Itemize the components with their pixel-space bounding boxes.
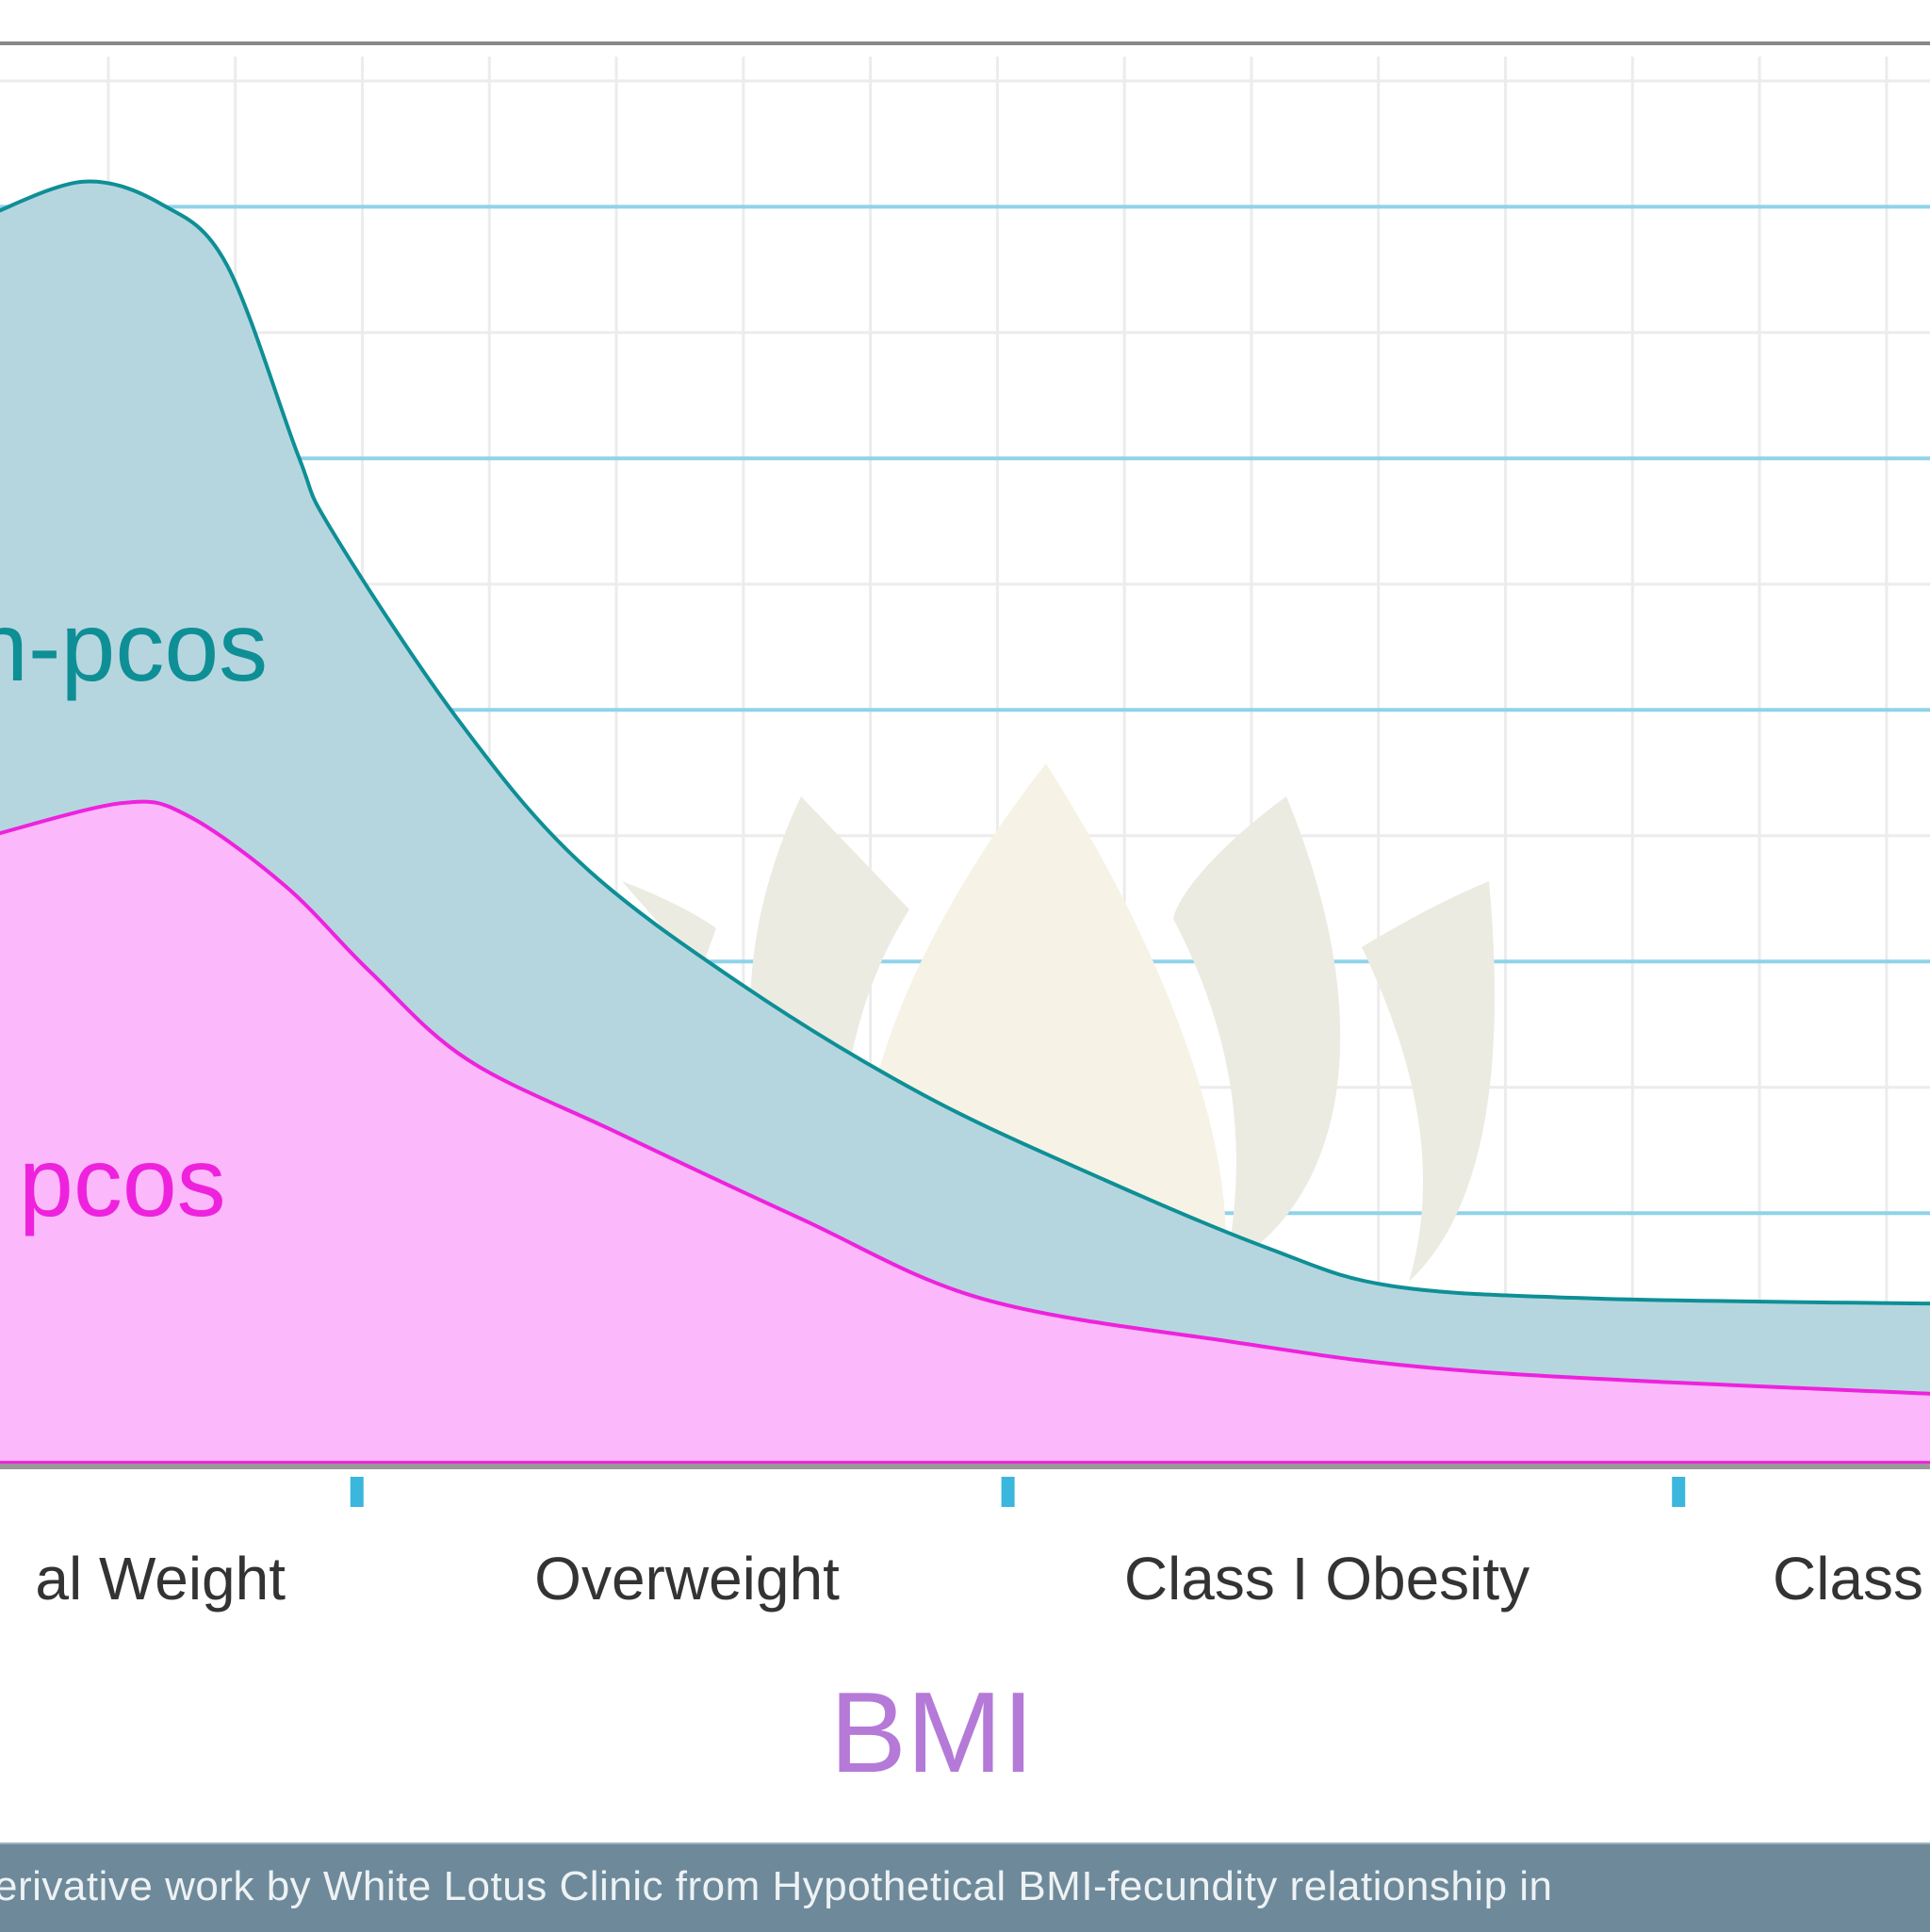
legend-label-pcos: pcos bbox=[19, 1128, 226, 1237]
attribution-text: erivative work by White Lotus Clinic fro… bbox=[0, 1863, 1553, 1909]
legend-label-non-pcos: n-pcos bbox=[0, 593, 268, 702]
chart: al Weight Overweight Class I Obesity Cla… bbox=[0, 41, 1930, 1796]
tick-label-normal-weight: al Weight bbox=[35, 1545, 286, 1613]
tick-label-overweight: Overweight bbox=[534, 1545, 840, 1613]
x-tick bbox=[1672, 1477, 1686, 1507]
tick-label-class-i-obesity: Class I Obesity bbox=[1124, 1545, 1529, 1613]
area-pcos bbox=[0, 801, 1930, 1465]
line-non-pcos bbox=[0, 179, 1930, 1306]
line-pcos bbox=[0, 799, 1930, 1396]
attribution-footer: erivative work by White Lotus Clinic fro… bbox=[0, 1842, 1930, 1932]
grid bbox=[0, 57, 1930, 1461]
x-tick bbox=[350, 1477, 364, 1507]
x-ticks bbox=[350, 1477, 1686, 1507]
x-tick bbox=[1001, 1477, 1015, 1507]
areas bbox=[0, 179, 1930, 1465]
tick-label-class: Class bbox=[1773, 1545, 1923, 1613]
x-axis-label: BMI bbox=[830, 1668, 1035, 1796]
